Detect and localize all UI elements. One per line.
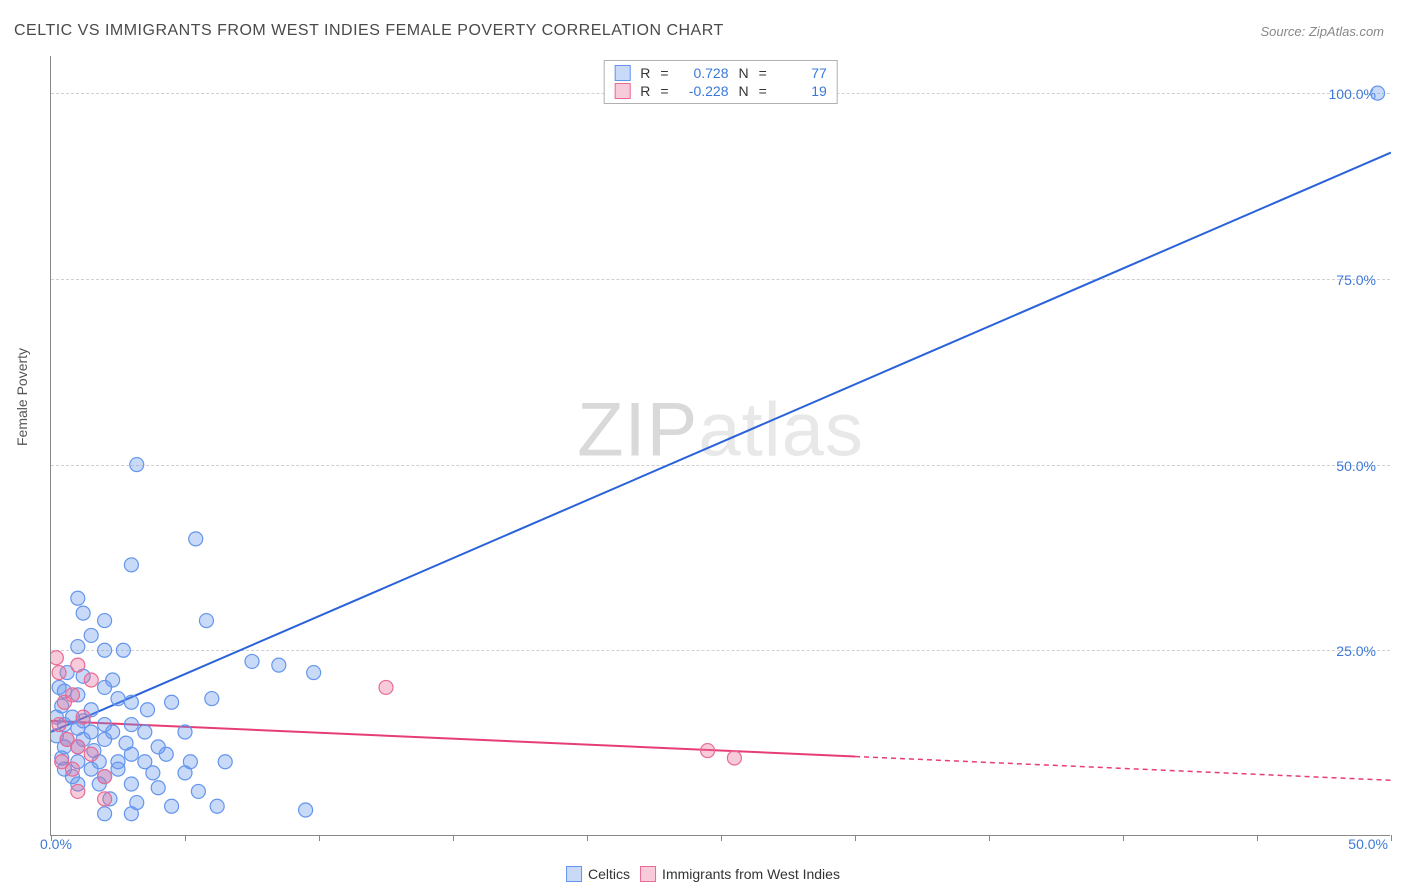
- chart-container: CELTIC VS IMMIGRANTS FROM WEST INDIES FE…: [0, 0, 1406, 892]
- chart-title: CELTIC VS IMMIGRANTS FROM WEST INDIES FE…: [14, 22, 724, 40]
- legend-label-immigrants: Immigrants from West Indies: [662, 866, 840, 882]
- legend-item-immigrants: Immigrants from West Indies: [640, 866, 840, 882]
- swatch-immigrants-icon: [640, 866, 656, 882]
- y-axis-label: Female Poverty: [14, 348, 30, 446]
- plot-area: ZIPatlas 25.0%50.0%75.0%100.0% R = 0.728…: [50, 56, 1390, 836]
- source-label: Source: ZipAtlas.com: [1260, 24, 1384, 39]
- x-tick-label-min: 0.0%: [40, 836, 72, 852]
- legend-label-celtics: Celtics: [588, 866, 630, 882]
- series-legend: Celtics Immigrants from West Indies: [566, 866, 840, 882]
- legend-item-celtics: Celtics: [566, 866, 630, 882]
- x-tick-label-max: 50.0%: [1348, 836, 1388, 852]
- plot-svg: [51, 56, 1391, 836]
- swatch-celtics-icon: [566, 866, 582, 882]
